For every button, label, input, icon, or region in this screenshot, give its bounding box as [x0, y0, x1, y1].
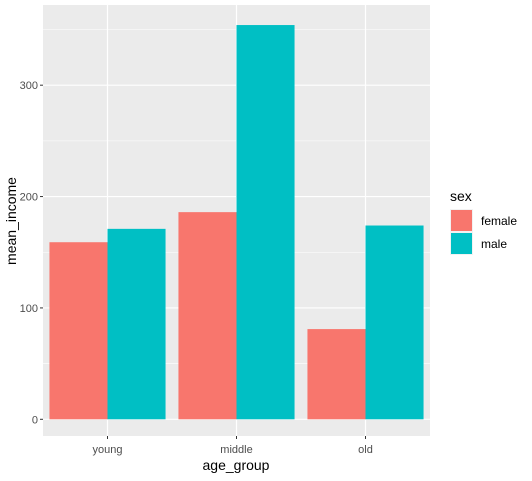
x-axis-title: age_group [203, 457, 270, 473]
y-tick-label: 0 [32, 414, 38, 426]
y-axis: 0 100 200 300 [20, 80, 43, 426]
legend: sex female male [450, 188, 517, 255]
bar-female-young [49, 242, 108, 420]
legend-label-female: female [481, 214, 517, 228]
legend-swatch-female [451, 210, 472, 231]
y-tick-label: 100 [20, 303, 38, 315]
legend-swatch-male [451, 233, 472, 254]
x-tick-label: middle [220, 444, 252, 456]
bar-male-middle [236, 25, 295, 420]
bar-male-young [107, 228, 166, 420]
legend-label-male: male [481, 237, 507, 251]
bar-male-old [365, 225, 424, 420]
x-tick-label: old [358, 444, 373, 456]
y-axis-title: mean_income [3, 177, 19, 265]
y-tick-label: 300 [20, 80, 38, 92]
x-tick-label: young [93, 444, 123, 456]
x-axis: young middle old [93, 436, 373, 456]
bar-female-middle [178, 212, 237, 420]
y-tick-label: 200 [20, 192, 38, 204]
legend-title: sex [450, 188, 472, 204]
bar-female-old [307, 329, 366, 420]
bars [49, 25, 424, 420]
